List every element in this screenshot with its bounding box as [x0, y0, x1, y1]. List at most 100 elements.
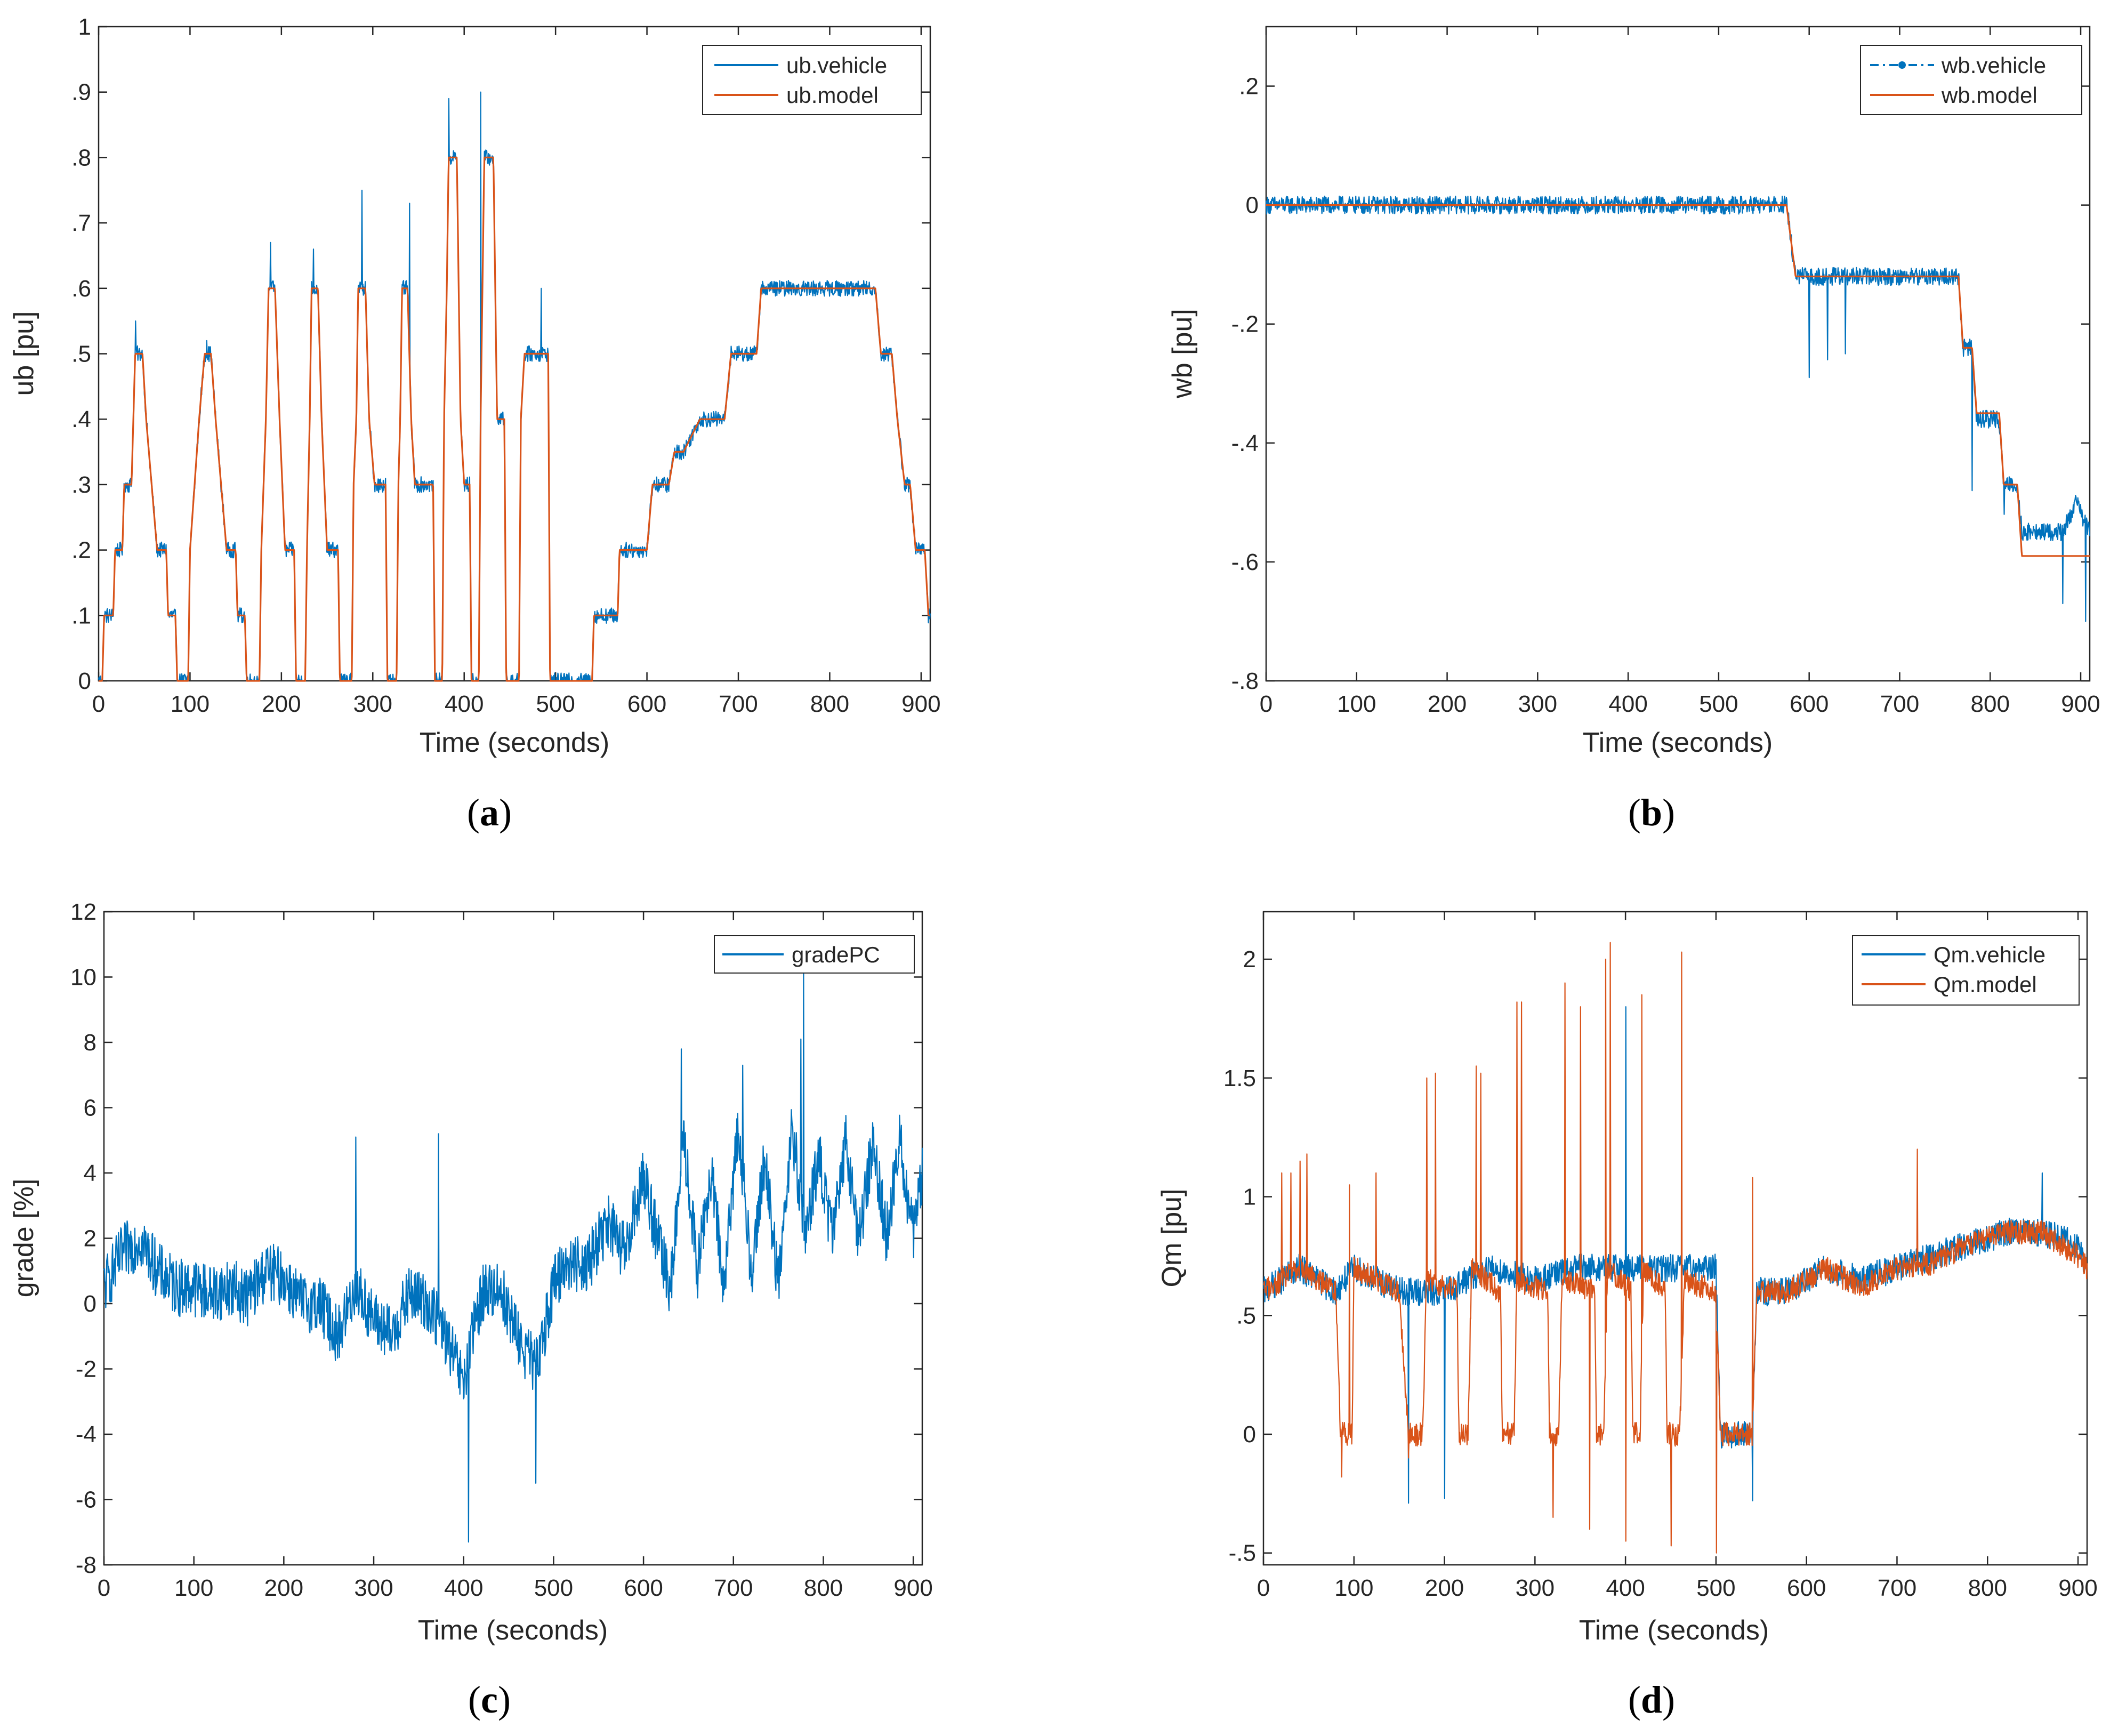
series-layer [1262, 942, 2088, 1554]
y-tick-label: .2 [71, 537, 91, 564]
y-tick-label: 4 [84, 1160, 96, 1186]
legend-box [702, 45, 922, 115]
series-line-wb-model [1266, 204, 2090, 557]
caption-b: (b) [1628, 791, 1675, 834]
x-tick-label: 800 [1971, 691, 2010, 717]
x-tick-label: 400 [445, 691, 484, 717]
x-tick-label: 900 [2061, 691, 2100, 717]
x-tick-label: 100 [1337, 691, 1376, 717]
x-tick-label: 400 [444, 1575, 483, 1601]
x-tick-label: 500 [1696, 1575, 1735, 1601]
series-line-gradepc [103, 973, 923, 1543]
y-tick-label: .9 [71, 79, 91, 106]
legend-label-ub-model: ub.model [786, 83, 879, 108]
y-tick-label: 1 [1243, 1184, 1256, 1210]
y-tick-label: 8 [84, 1030, 96, 1056]
x-tick-label: 0 [92, 691, 105, 717]
x-tick-label: 800 [804, 1575, 843, 1601]
y-tick-label: 0 [1243, 1421, 1256, 1448]
series-line-qm-vehicle [1262, 1006, 2088, 1504]
series-layer [1265, 195, 2091, 622]
caption-letter: b [1641, 791, 1662, 834]
axis-ticks: 0 100 200 300 400 500 600 700 800 900 -.8 -.6 -.4 -.2… [1231, 27, 2100, 717]
x-tick-label: 400 [1606, 1575, 1645, 1601]
x-tick-label: 200 [1428, 691, 1467, 717]
x-axis-label: Time (seconds) [420, 727, 609, 758]
series-layer [103, 973, 923, 1543]
y-axis-label: Qm [pu] [1156, 1189, 1187, 1288]
legend-box [1860, 45, 2082, 115]
x-tick-label: 200 [262, 691, 301, 717]
legend-label-qm-model: Qm.model [1934, 972, 2037, 997]
y-tick-label: -.4 [1231, 430, 1259, 456]
x-tick-label: 200 [1425, 1575, 1464, 1601]
caption-letter: a [480, 791, 499, 834]
x-tick-label: 800 [1968, 1575, 2007, 1601]
x-tick-label: 600 [627, 691, 666, 717]
y-tick-label: .2 [1239, 74, 1259, 100]
x-tick-label: 900 [901, 691, 940, 717]
y-tick-label: -.6 [1231, 549, 1259, 575]
y-tick-label: .8 [71, 144, 91, 171]
y-axis-label: grade [%] [9, 1179, 39, 1298]
x-tick-label: 600 [624, 1575, 663, 1601]
x-tick-label: 700 [1878, 1575, 1916, 1601]
panel-b: 0 100 200 300 400 500 600 700 800 900 -.8 -.6 -.4 -.2… [1167, 26, 2100, 834]
plot-area [1262, 911, 2088, 1566]
y-tick-label: 10 [70, 965, 96, 991]
y-tick-label: 6 [84, 1095, 96, 1121]
legend-label-ub-vehicle: ub.vehicle [786, 53, 887, 78]
legend: wb.vehicle wb.model [1860, 45, 2082, 115]
panel-d: 0 100 200 300 400 500 600 700 800 900-.50.511.52 … [1156, 911, 2098, 1721]
x-tick-label: 800 [810, 691, 849, 717]
x-tick-label: 0 [1260, 691, 1273, 717]
y-tick-label: .1 [71, 602, 91, 629]
y-tick-label: -.2 [1231, 311, 1259, 337]
y-tick-label: 2 [84, 1226, 96, 1252]
y-tick-label: .3 [71, 472, 91, 498]
x-tick-label: 700 [714, 1575, 753, 1601]
y-tick-label: -8 [76, 1552, 96, 1578]
panel-a: 0 100 200 300 400 500 600 700 800 900 0 .1 .2 .3 .4 .5.… [9, 14, 941, 834]
series-layer [98, 91, 931, 682]
y-tick-label: .4 [71, 406, 91, 432]
legend-box [1852, 935, 2080, 1006]
x-axis-label: Time (seconds) [1583, 727, 1773, 758]
x-tick-label: 300 [354, 1575, 393, 1601]
y-tick-label: -6 [76, 1487, 96, 1513]
caption-a: (a) [467, 791, 512, 834]
x-tick-label: 600 [1790, 691, 1829, 717]
x-tick-label: 500 [1699, 691, 1738, 717]
y-tick-label: -2 [76, 1356, 96, 1383]
plot-area [1265, 26, 2091, 682]
y-tick-label: 2 [1243, 946, 1256, 973]
y-tick-label: 12 [70, 899, 96, 925]
x-tick-label: 500 [536, 691, 575, 717]
y-tick-label: 1 [78, 14, 91, 40]
y-tick-label: 0 [1246, 192, 1259, 219]
y-tick-label: 0 [78, 668, 91, 694]
plot-area [103, 911, 923, 1566]
x-tick-label: 300 [353, 691, 392, 717]
x-tick-label: 700 [719, 691, 758, 717]
legend-label-wb-model: wb.model [1941, 83, 2037, 108]
y-tick-label: .7 [71, 210, 91, 236]
x-axis-label: Time (seconds) [418, 1615, 608, 1646]
legend: gradePC [714, 935, 915, 974]
legend: ub.vehicle ub.model [702, 45, 922, 115]
x-tick-label: 0 [98, 1575, 110, 1601]
legend: Qm.vehicle Qm.model [1852, 935, 2080, 1006]
x-tick-label: 900 [893, 1575, 932, 1601]
axis-ticks: 0 100 200 300 400 500 600 700 800 900 -8 -6 -4 -2 0 2 4 6… [70, 899, 933, 1601]
axis-ticks: 0 100 200 300 400 500 600 700 800 900 0 .1 .2 .3 .4 .5.… [71, 14, 940, 717]
series-line-ub-model [98, 156, 931, 682]
x-tick-label: 100 [1334, 1575, 1373, 1601]
y-tick-label: -.5 [1229, 1540, 1256, 1566]
legend-label-gradepc: gradePC [792, 942, 880, 967]
x-tick-label: 100 [171, 691, 210, 717]
y-tick-label: .6 [71, 276, 91, 302]
panel-c: 0 100 200 300 400 500 600 700 800 900 -8 -6 -4 -2 0 2 4 6… [9, 899, 933, 1721]
y-axis-label: wb [pu] [1167, 309, 1198, 399]
x-tick-label: 100 [174, 1575, 213, 1601]
